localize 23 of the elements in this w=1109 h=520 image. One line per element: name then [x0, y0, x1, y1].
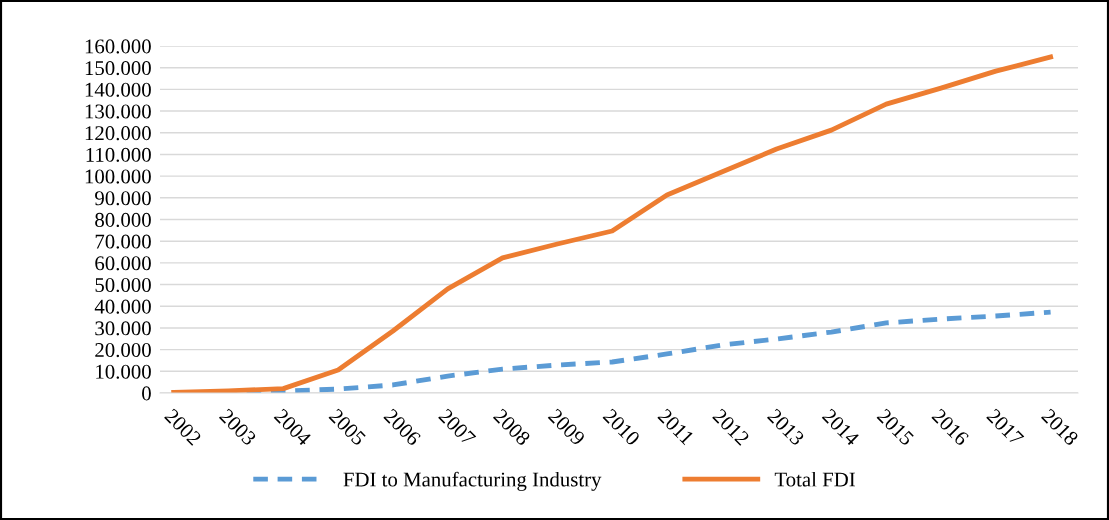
- y-tick-label: 30.000: [95, 321, 151, 336]
- y-tick-label: 110.000: [86, 147, 151, 162]
- y-tick-label: 160.000: [85, 39, 151, 54]
- legend-label: FDI to Manufacturing Industry: [343, 471, 602, 491]
- x-tick-label: 2009: [547, 407, 586, 447]
- y-tick-label: 90.000: [95, 191, 151, 206]
- legend-label: Total FDI: [774, 471, 855, 487]
- y-tick-label: 10.000: [96, 364, 151, 379]
- y-tick-label: 100.000: [85, 169, 151, 184]
- y-tick-label: 50.000: [95, 277, 151, 293]
- y-tick-label: 140.000: [85, 82, 151, 97]
- y-tick-label: 150.000: [85, 61, 151, 76]
- y-tick-label: 120.000: [85, 126, 151, 141]
- y-tick-label: 60.000: [95, 256, 151, 271]
- y-tick-label: 80.000: [95, 212, 151, 228]
- y-tick-label: 130.000: [85, 104, 151, 119]
- y-tick-label: 20.000: [95, 343, 151, 358]
- x-tick-label: 2017: [986, 407, 1025, 447]
- y-tick-label: 0: [142, 386, 151, 401]
- x-tick-label: 2007: [438, 407, 477, 447]
- line-series: [171, 54, 1054, 393]
- y-tick-label: 40.000: [94, 299, 151, 314]
- y-tick-label: 70.000: [95, 234, 151, 249]
